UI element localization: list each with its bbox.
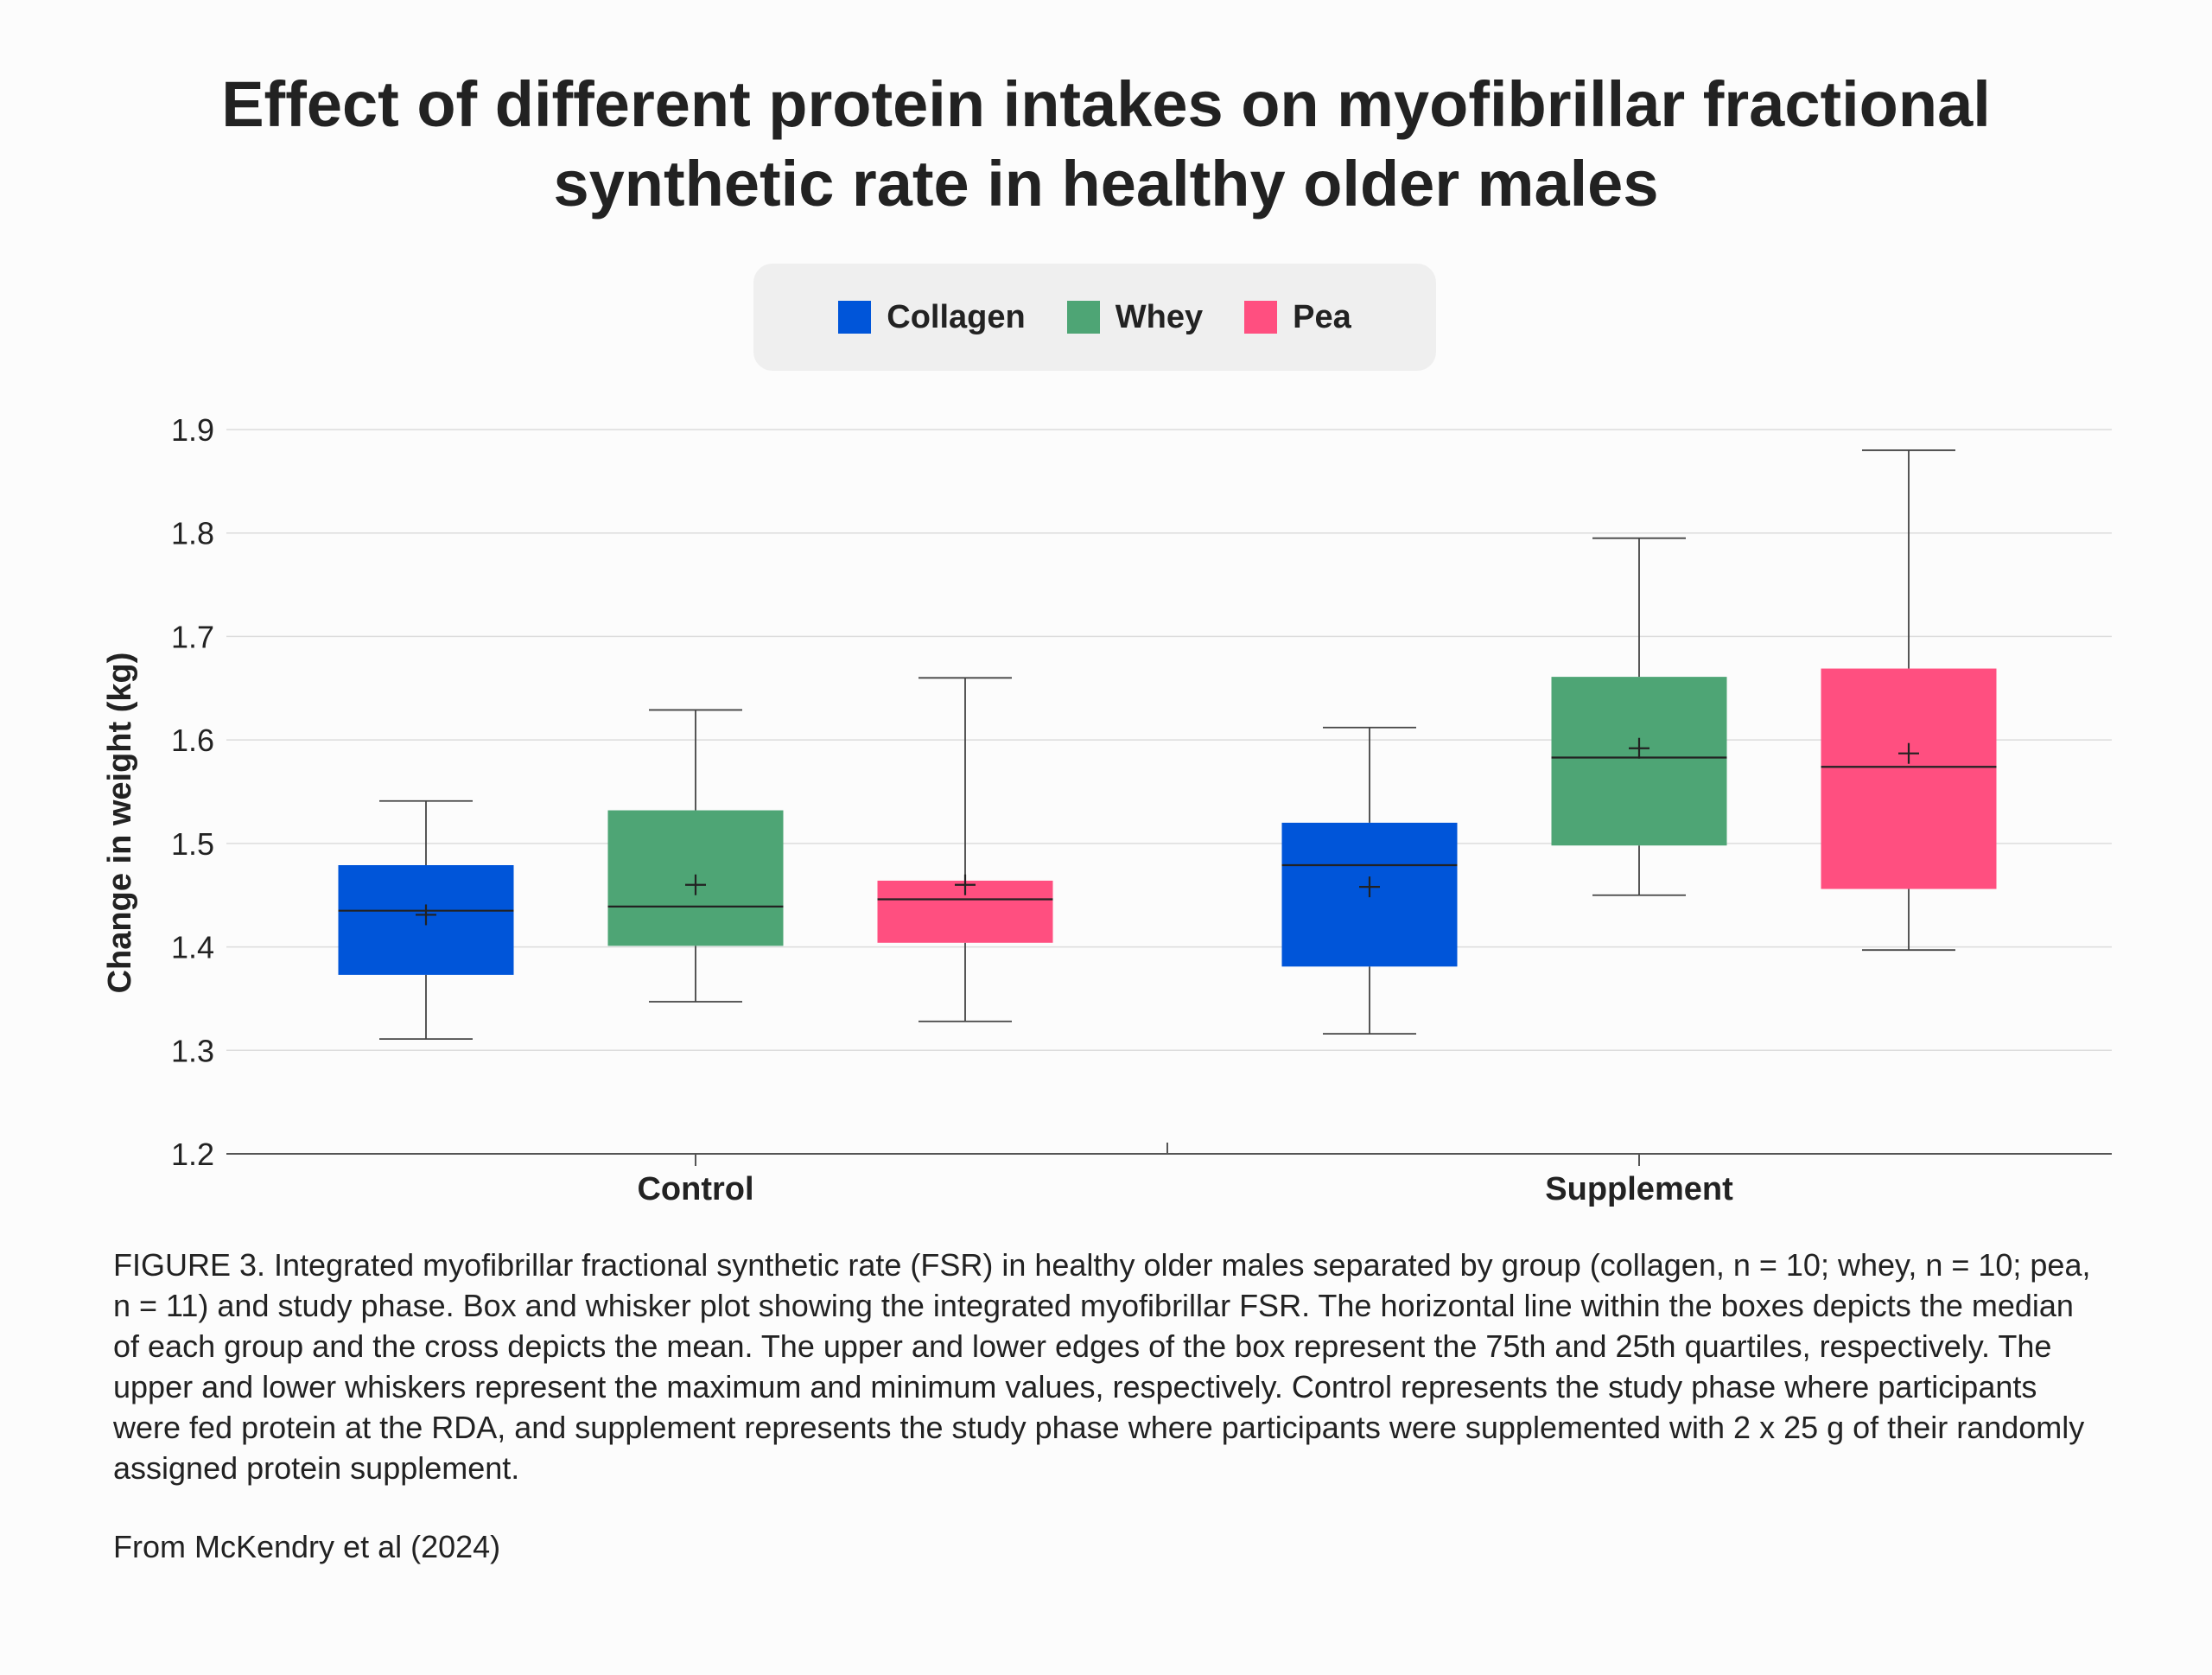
box-whey-supplement: [1551, 677, 1727, 846]
y-tick-label: 1.5: [171, 826, 214, 862]
y-tick-label: 1.9: [171, 412, 214, 448]
legend-label-whey: Whey: [1115, 298, 1204, 335]
figure-caption: FIGURE 3. Integrated myofibrillar fracti…: [113, 1247, 2091, 1486]
chart-title: Effect of different protein intakes on m…: [0, 65, 2212, 224]
chart-title-line-1: Effect of different protein intakes on m…: [221, 68, 1991, 140]
y-tick-label: 1.2: [171, 1137, 214, 1172]
source-note: From McKendry et al (2024): [113, 1529, 501, 1564]
y-tick-label: 1.3: [171, 1033, 214, 1068]
y-tick-label: 1.8: [171, 516, 214, 551]
x-tick-label: Supplement: [1545, 1171, 1733, 1207]
legend-swatch-collagen: [838, 301, 872, 334]
legend-item-collagen: Collagen: [838, 298, 1026, 336]
y-tick-label: 1.7: [171, 619, 214, 654]
legend-item-whey: Whey: [1066, 298, 1204, 336]
y-axis-label: Change in weight (kg): [102, 653, 138, 994]
legend-label-collagen: Collagen: [887, 298, 1026, 335]
chart-title-line-2: synthetic rate in healthy older males: [553, 148, 1659, 220]
x-tick-label: Control: [637, 1171, 753, 1207]
box-pea-supplement: [1821, 668, 1997, 889]
y-tick-label: 1.4: [171, 930, 214, 965]
legend-swatch-pea: [1244, 301, 1278, 334]
legend-label-pea: Pea: [1293, 298, 1351, 335]
y-tick-label: 1.6: [171, 723, 214, 758]
box-plot: Change in weight (kg) 1.9 1.8 1.7 1.6 1.5 1.4 1…: [102, 412, 2112, 1207]
legend-swatch-whey: [1066, 301, 1100, 334]
legend-item-pea: Pea: [1244, 299, 1351, 336]
legend: Collagen Whey Pea: [753, 264, 1436, 371]
